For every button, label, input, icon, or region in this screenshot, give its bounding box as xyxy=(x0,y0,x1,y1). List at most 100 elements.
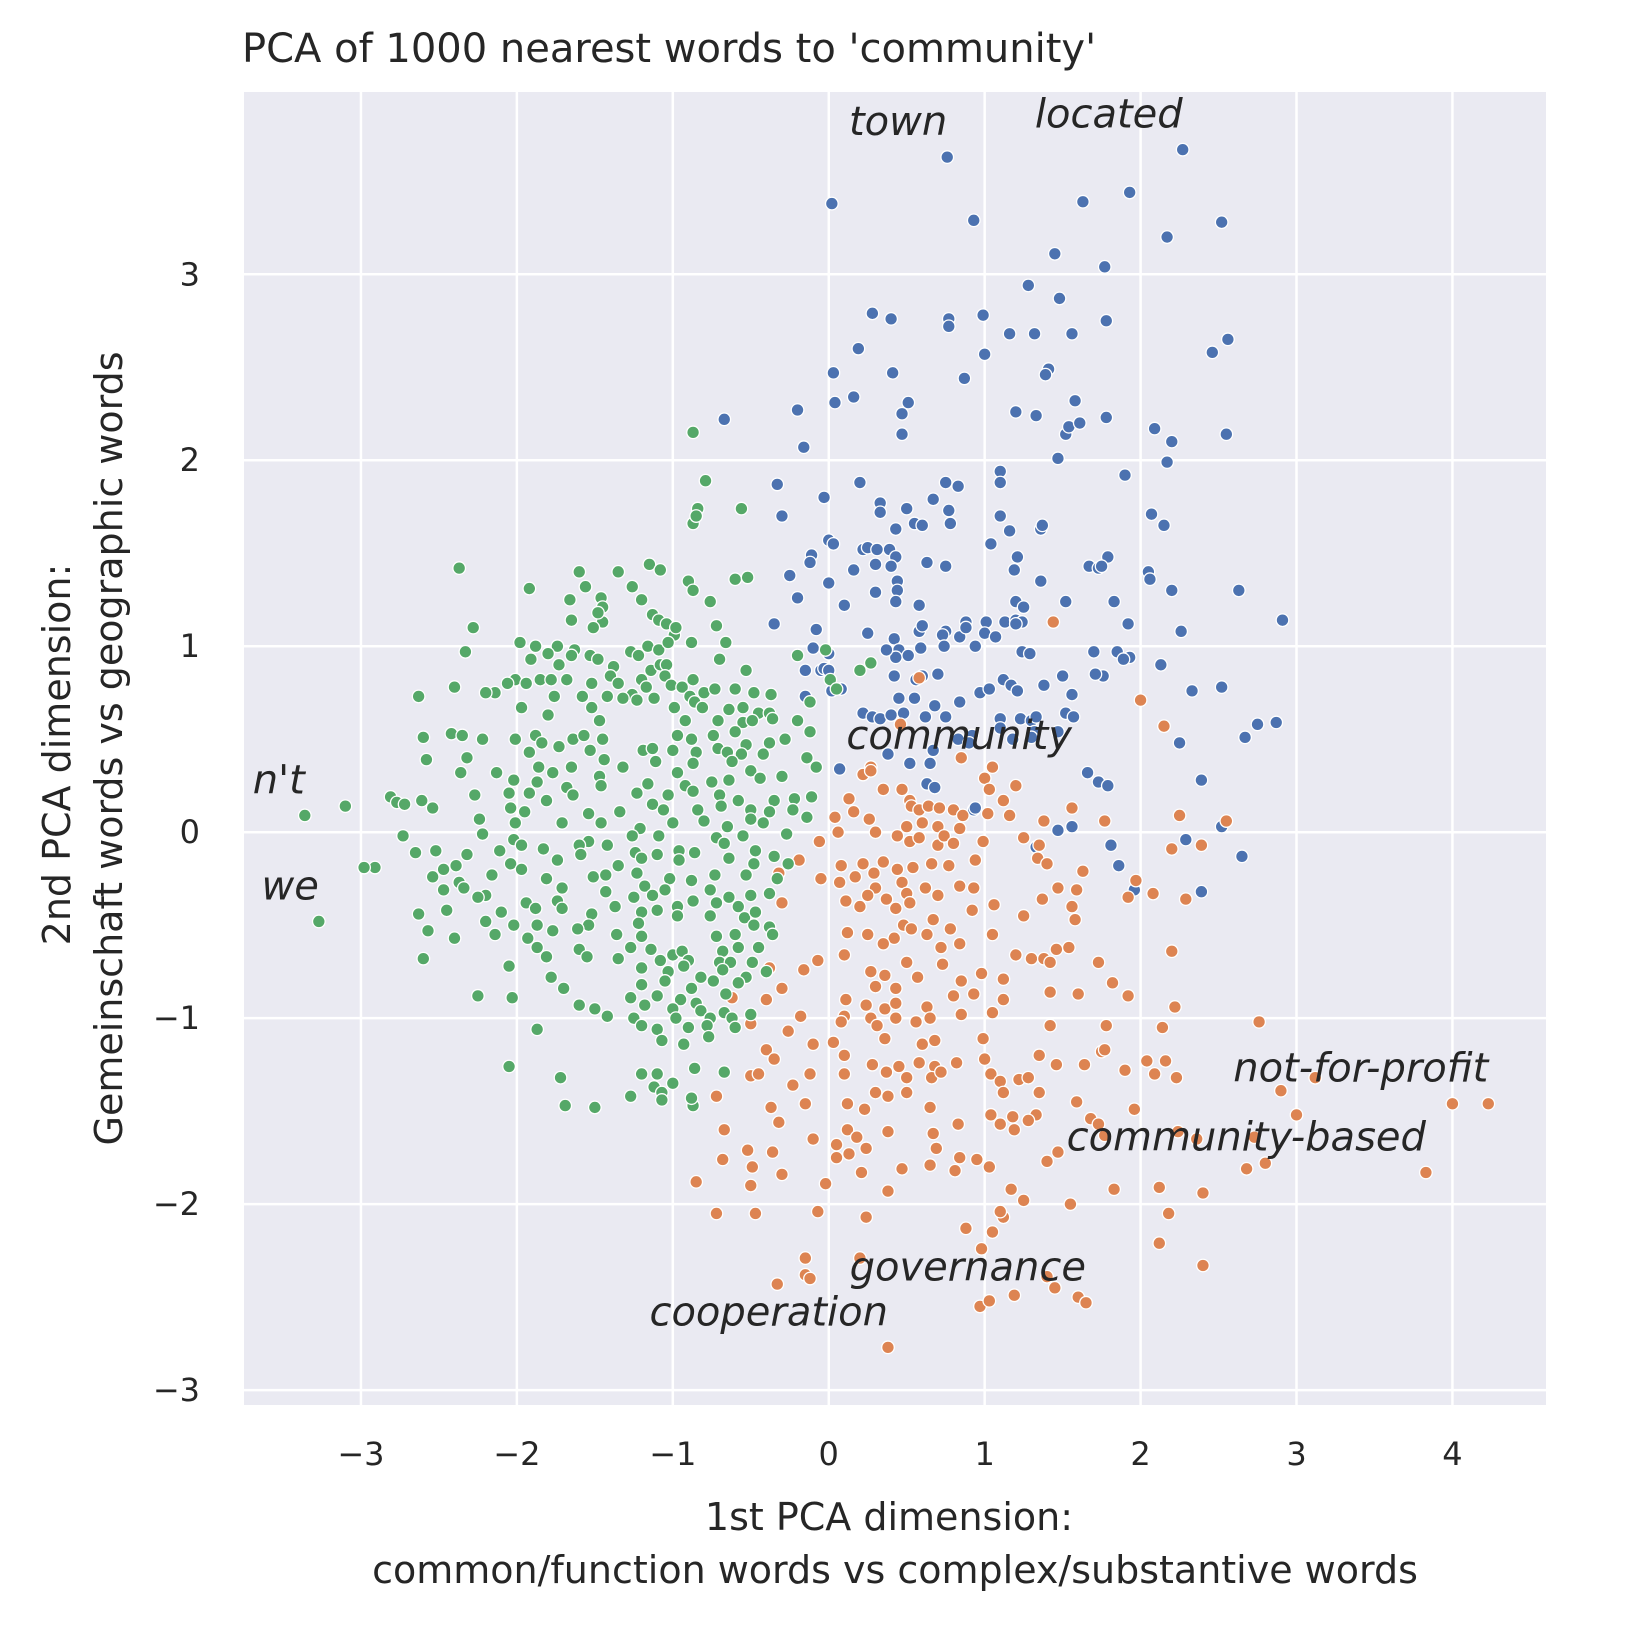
data-point xyxy=(1144,507,1159,522)
data-point xyxy=(983,536,998,551)
data-point xyxy=(968,639,983,654)
data-point xyxy=(977,1052,992,1067)
data-point xyxy=(1029,709,1044,724)
data-point xyxy=(673,992,688,1007)
data-point xyxy=(982,682,997,696)
data-point xyxy=(996,992,1011,1007)
data-point xyxy=(564,760,579,775)
data-point xyxy=(731,793,746,808)
data-point xyxy=(1160,455,1175,470)
data-point xyxy=(1007,563,1022,577)
data-point xyxy=(1024,730,1039,745)
data-point xyxy=(952,879,967,894)
data-point xyxy=(915,618,930,633)
data-point xyxy=(686,784,701,799)
data-point xyxy=(475,732,490,747)
data-point xyxy=(1033,574,1048,589)
data-point xyxy=(817,490,832,505)
data-point xyxy=(1175,142,1190,157)
data-point xyxy=(899,819,914,834)
data-point xyxy=(1032,1085,1047,1100)
data-point xyxy=(634,851,649,866)
data-point xyxy=(1189,1132,1204,1147)
data-point xyxy=(746,685,761,700)
data-point xyxy=(626,890,641,905)
data-point xyxy=(767,616,782,631)
data-point xyxy=(899,1070,914,1085)
data-point xyxy=(863,656,878,670)
data-point xyxy=(466,620,481,635)
data-point xyxy=(813,871,828,886)
data-point xyxy=(1220,332,1235,347)
data-point xyxy=(1002,523,1017,538)
data-point xyxy=(1069,1094,1084,1109)
data-point xyxy=(785,1078,800,1093)
data-point xyxy=(790,648,805,663)
data-point xyxy=(1021,1070,1036,1085)
data-point xyxy=(1080,765,1095,780)
data-point xyxy=(912,670,927,685)
data-point xyxy=(1065,801,1079,815)
data-point xyxy=(1099,410,1114,425)
data-point xyxy=(1008,947,1023,962)
data-point xyxy=(522,581,537,596)
data-point xyxy=(615,691,630,706)
data-point xyxy=(799,810,814,825)
data-point xyxy=(907,691,922,706)
data-point xyxy=(631,648,646,663)
data-point xyxy=(852,663,867,678)
data-point xyxy=(888,522,903,536)
data-point xyxy=(478,685,493,700)
data-point xyxy=(1046,615,1061,629)
data-point xyxy=(988,629,1003,644)
data-point xyxy=(1016,908,1031,923)
data-point xyxy=(893,717,908,732)
data-point xyxy=(737,910,752,925)
data-point xyxy=(656,802,671,817)
data-point xyxy=(1178,832,1193,847)
data-point xyxy=(513,635,527,650)
data-point xyxy=(676,1037,691,1052)
data-point xyxy=(653,563,668,577)
data-point xyxy=(1121,890,1136,905)
data-point xyxy=(600,1009,615,1024)
data-point xyxy=(1139,1053,1154,1068)
data-point xyxy=(740,570,755,585)
data-point xyxy=(1091,1117,1106,1132)
data-point xyxy=(751,1067,766,1081)
data-point xyxy=(631,916,646,931)
data-point xyxy=(576,728,591,743)
data-point xyxy=(954,974,969,988)
data-point xyxy=(717,1122,732,1137)
data-point xyxy=(868,585,883,600)
data-point xyxy=(887,931,902,946)
data-point xyxy=(687,845,702,860)
data-point xyxy=(976,834,991,849)
data-point xyxy=(736,828,750,843)
data-point xyxy=(818,642,833,657)
data-point xyxy=(475,827,490,841)
data-point xyxy=(877,968,892,983)
data-point xyxy=(703,882,718,897)
data-point xyxy=(297,808,312,823)
data-point xyxy=(1088,667,1103,682)
data-point xyxy=(1169,1070,1184,1085)
data-point xyxy=(743,763,758,778)
data-point xyxy=(1005,732,1020,747)
data-point xyxy=(714,799,729,814)
data-point xyxy=(416,730,431,745)
data-point xyxy=(1049,1057,1064,1072)
data-point xyxy=(1194,838,1209,853)
data-point xyxy=(796,440,811,455)
data-point xyxy=(962,735,977,750)
data-point xyxy=(826,536,841,551)
data-point xyxy=(976,308,991,323)
data-point xyxy=(675,680,690,695)
x-tick-label: −3 xyxy=(337,1435,384,1473)
data-point xyxy=(458,644,473,659)
data-point xyxy=(1161,1206,1176,1221)
data-point xyxy=(1128,873,1143,888)
data-point xyxy=(494,905,509,920)
data-point xyxy=(902,756,917,771)
data-point xyxy=(863,763,878,778)
